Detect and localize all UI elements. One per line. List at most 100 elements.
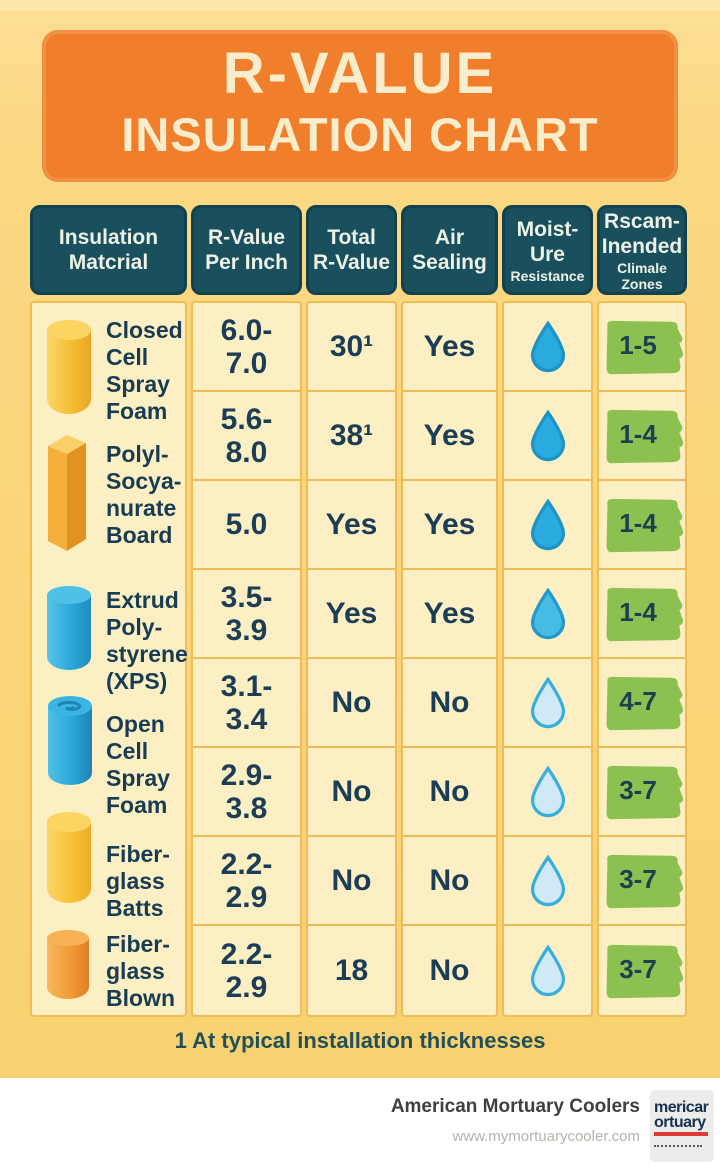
water-droplet-icon (530, 587, 565, 639)
air-sealing-cell: Yes (403, 303, 496, 392)
moisture-cell (504, 392, 591, 481)
moisture-cell (504, 837, 591, 926)
water-droplet-icon (530, 944, 565, 996)
material-label: Polyl- Socya- nurate Board (106, 441, 182, 548)
total-rvalue-cell: Yes (308, 570, 395, 659)
header-total-rvalue: Total R-Value (306, 205, 397, 295)
total-rvalue-cell: Yes (308, 481, 395, 570)
zones-cell: 1-4 (599, 481, 685, 570)
logo-tagline-squiggle (654, 1139, 702, 1147)
air-sealing-cell: No (403, 837, 496, 926)
total-rvalue-cell: 30¹ (308, 303, 395, 392)
state-shape-icon (606, 854, 684, 908)
moisture-cell (504, 659, 591, 748)
climate-zone-badge: 1-4 (600, 495, 684, 555)
header-rvalue-per-inch: R-Value Per Inch (191, 205, 302, 295)
moisture-cell (504, 303, 591, 392)
total-rvalue-column: 30¹ 38¹ Yes Yes No No No 18 (306, 301, 397, 1017)
table-body: Closed Cell Spray Foam Polyl- Socya- nur… (30, 301, 687, 1017)
air-sealing-cell: Yes (403, 392, 496, 481)
rvalue-per-inch-column: 6.0- 7.0 5.6- 8.0 5.0 3.5- 3.9 3.1- 3.4 … (191, 301, 302, 1017)
material-label: Fiber- glass Batts (106, 841, 170, 921)
climate-zone-badge: 1-4 (600, 584, 684, 644)
moisture-cell (504, 748, 591, 837)
website-url: www.mymortuarycooler.com (452, 1128, 640, 1145)
logo-text-line1: mericar (654, 1099, 709, 1116)
header-moisture-resistance: Moist- Ure Resistance (502, 205, 593, 295)
water-droplet-icon (530, 765, 565, 817)
state-shape-icon (606, 944, 684, 998)
water-droplet-icon (530, 854, 565, 906)
air-sealing-cell: Yes (403, 570, 496, 659)
footer: American Mortuary Coolers www.mymortuary… (0, 1078, 720, 1171)
water-droplet-icon (530, 409, 565, 461)
state-shape-icon (606, 498, 684, 552)
zones-cell: 1-4 (599, 570, 685, 659)
r-per-inch-cell: 3.1- 3.4 (193, 659, 300, 748)
footnote: 1 At typical installation thicknesses (174, 1028, 546, 1053)
material-column: Closed Cell Spray Foam Polyl- Socya- nur… (30, 301, 188, 1017)
moisture-cell (504, 570, 591, 659)
brand-name: American Mortuary Coolers (390, 1096, 640, 1117)
air-sealing-cell: No (403, 748, 496, 837)
climate-zone-badge: 1-4 (600, 406, 684, 466)
poster-background: R-VALUE INSULATION CHART Insulation Matc… (0, 0, 720, 1078)
moisture-cell (504, 481, 591, 570)
yellow-cylinder-icon (47, 320, 91, 414)
climate-zones-column: 1-5 1-4 1-4 1-4 4-7 3-7 3-7 3-7 (597, 301, 687, 1017)
moisture-cell (504, 926, 591, 1015)
r-per-inch-cell: 2.2- 2.9 (220, 937, 273, 1004)
material-label: Open Cell Spray Foam (106, 711, 170, 818)
blue-roll-cylinder-icon (48, 696, 92, 785)
zones-cell: 1-4 (599, 392, 685, 481)
state-shape-icon (606, 587, 684, 641)
header-air-sealing: Air Sealing (401, 205, 498, 295)
moisture-resistance-column (502, 301, 593, 1017)
air-sealing-cell: Yes (403, 481, 496, 570)
r-per-inch-cell: 5.6- 8.0 (193, 392, 300, 481)
state-shape-icon (606, 765, 684, 819)
water-droplet-icon (530, 676, 565, 728)
r-per-inch-cell: 2.9- 3.8 (193, 748, 300, 837)
total-rvalue-cell: No (308, 748, 395, 837)
material-label: Closed Cell Spray Foam (106, 317, 183, 424)
water-droplet-icon (530, 320, 565, 372)
state-shape-icon (606, 676, 684, 730)
air-sealing-cell: No (403, 659, 496, 748)
material-label: Fiber- glass Blown (106, 931, 175, 1011)
climate-zone-badge: 3-7 (600, 941, 684, 1001)
r-per-inch-cell: 3.5- 3.9 (193, 570, 300, 659)
logo-red-stripe (654, 1132, 708, 1136)
climate-zone-badge: 3-7 (600, 851, 684, 911)
zones-cell: 3-7 (599, 926, 685, 1015)
r-per-inch-cell: 2.2- 2.9 (193, 837, 300, 926)
blue-cylinder-icon (47, 586, 91, 670)
r-per-inch-cell: 5.0 (193, 481, 300, 570)
climate-zone-badge: 3-7 (600, 762, 684, 822)
table-header-row: Insulation Matcrial R-Value Per Inch Tot… (30, 205, 687, 295)
zones-cell: 3-7 (599, 748, 685, 837)
material-label: Extrud Poly- styrene (XPS) (106, 587, 188, 694)
company-logo: mericar ortuary (650, 1090, 714, 1162)
air-sealing-cell: No (429, 953, 470, 987)
r-per-inch-cell: 6.0- 7.0 (193, 303, 300, 392)
yellow-cylinder-icon (47, 812, 91, 903)
total-rvalue-cell: No (308, 837, 395, 926)
header-climate-zones: Rscam- Inended Climale Zones (597, 205, 687, 295)
state-shape-icon (606, 409, 684, 463)
page-subtitle: INSULATION CHART (121, 108, 599, 161)
title-banner: R-VALUE INSULATION CHART (42, 30, 678, 182)
total-rvalue-cell: No (308, 659, 395, 748)
header-insulation-material: Insulation Matcrial (30, 205, 187, 295)
zones-cell: 4-7 (599, 659, 685, 748)
orange-cylinder-icon (47, 930, 89, 999)
top-light-strip (0, 0, 720, 10)
orange-board-icon (48, 435, 86, 551)
climate-zone-badge: 1-5 (600, 317, 684, 377)
zones-cell: 1-5 (599, 303, 685, 392)
state-shape-icon (606, 320, 684, 374)
air-sealing-column: Yes Yes Yes Yes No No No No (401, 301, 498, 1017)
water-droplet-icon (530, 498, 565, 550)
total-rvalue-cell: 18 (334, 953, 369, 987)
